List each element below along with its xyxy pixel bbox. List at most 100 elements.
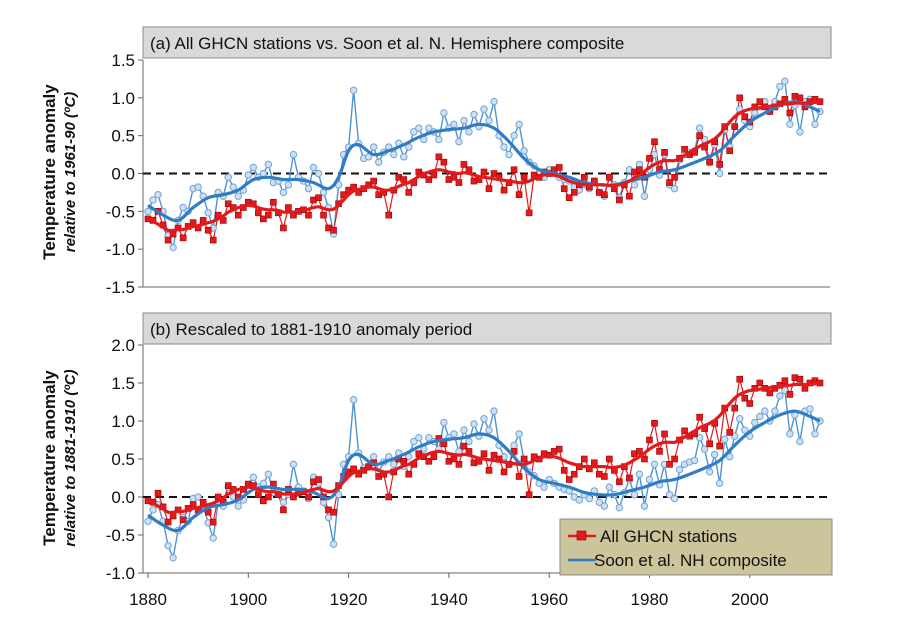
soon-composite-point: [224, 173, 232, 181]
soon-composite-point: [726, 453, 734, 461]
soon-composite-point: [410, 437, 418, 446]
x-tick-label: 1900: [229, 590, 267, 609]
legend-entry-soon: Soon et al. NH composite: [568, 551, 787, 570]
soon-composite-point: [635, 470, 644, 478]
soon-composite-point: [164, 541, 172, 550]
panel-b-y-tick-label: 2.0: [111, 336, 135, 355]
ghcn-point: [209, 236, 217, 244]
panel-b-x-ticks: 1880 1900 1920 1940 1960 1980 2000: [129, 573, 769, 609]
panel-a-y-tick-label: 0.0: [111, 165, 135, 184]
legend: All GHCN stations Soon et al. NH composi…: [559, 518, 833, 576]
soon-composite-point: [781, 77, 789, 85]
ghcn-point: [425, 176, 433, 183]
soon-composite-point: [485, 426, 493, 434]
x-tick-label: 1960: [530, 590, 568, 609]
ghcn-point: [490, 451, 498, 459]
x-tick-label: 1940: [430, 590, 468, 609]
panel-a-y-label-line2: relative to 1961-90 (ºC): [62, 92, 79, 253]
ghcn-point: [796, 94, 804, 102]
soon-composite-point: [630, 181, 639, 189]
soon-composite-point: [415, 434, 423, 442]
soon-composite-point: [440, 418, 448, 427]
panel-a: (a) All GHCN stations vs. Soon et al. N.…: [40, 26, 832, 297]
soon-composite-point: [249, 473, 258, 481]
soon-composite-point: [796, 437, 804, 446]
ghcn-point: [766, 389, 774, 397]
soon-composite-point: [585, 494, 593, 503]
ghcn-point: [570, 189, 578, 196]
soon-composite-point: [154, 190, 162, 199]
soon-composite-point: [480, 415, 488, 423]
ghcn-point: [696, 413, 703, 421]
ghcn-point: [726, 429, 734, 436]
ghcn-point: [560, 185, 568, 192]
soon-composite-point: [665, 491, 674, 499]
soon-composite-point: [600, 502, 609, 510]
soon-composite-point: [194, 493, 202, 501]
panel-b-y-tick-label: -1.0: [106, 564, 135, 583]
ghcn-point: [260, 215, 267, 223]
soon-composite-point: [289, 460, 298, 469]
ghcn-point: [315, 194, 322, 202]
ghcn-point: [716, 161, 723, 168]
ghcn-point: [480, 168, 488, 176]
ghcn-point: [179, 234, 187, 242]
soon-composite-point: [480, 105, 488, 113]
ghcn-point: [455, 179, 463, 186]
ghcn-point: [440, 158, 448, 166]
ghcn-point: [580, 173, 588, 181]
panel-a-y-ticks: 1.5 1.0 0.5 0.0 -0.5 -1.0 -1.5: [106, 51, 143, 297]
soon-composite-point: [806, 405, 814, 413]
ghcn-point: [455, 461, 463, 468]
soon-composite-point: [751, 109, 759, 117]
ghcn-point: [741, 394, 749, 402]
soon-composite-point: [705, 468, 714, 476]
soon-composite-point: [194, 183, 202, 191]
soon-composite-point: [756, 412, 764, 421]
soon-composite-point: [435, 135, 443, 144]
soon-composite-point: [630, 491, 639, 499]
soon-composite-point: [374, 158, 383, 166]
soon-composite-point: [450, 430, 458, 438]
ghcn-point: [425, 457, 433, 465]
ghcn-point: [500, 468, 508, 476]
soon-composite-point: [710, 450, 719, 459]
ghcn-point: [164, 236, 172, 244]
panel-b-y-tick-label: 0.0: [111, 488, 135, 507]
panel-a-y-tick-label: 1.5: [111, 51, 135, 70]
soon-composite-point: [761, 407, 769, 415]
soon-composite-point: [259, 169, 268, 178]
ghcn-point: [435, 153, 443, 161]
ghcn-point: [681, 145, 688, 153]
panel-a-y-tick-label: -0.5: [106, 202, 135, 221]
soon-composite-point: [490, 97, 498, 106]
soon-composite-point: [304, 184, 313, 193]
soon-composite-point: [510, 131, 518, 140]
ghcn-point: [786, 391, 794, 398]
panel-b-y-tick-label: 1.0: [111, 412, 135, 431]
panel-a-plot: [144, 77, 824, 252]
soon-composite-point: [510, 441, 518, 450]
soon-composite-point: [470, 110, 478, 119]
soon-composite-point: [349, 86, 358, 94]
soon-composite-point: [605, 483, 614, 491]
ghcn-point: [681, 427, 688, 435]
soon-composite-point: [650, 150, 659, 159]
soon-composite-point: [415, 124, 423, 132]
soon-composite-point: [324, 513, 333, 522]
soon-composite-point: [695, 124, 704, 132]
soon-composite-point: [720, 435, 729, 443]
ghcn-point: [661, 149, 668, 156]
ghcn-point: [515, 191, 523, 198]
panel-b-y-tick-label: 1.5: [111, 374, 135, 393]
panel-a-title: (a) All GHCN stations vs. Soon et al. N.…: [150, 34, 624, 53]
soon-composite-point: [149, 196, 157, 204]
ghcn-smoothed-line: [147, 381, 821, 515]
panel-b-y-label: Temperature anomaly relative to 1881-191…: [40, 369, 79, 546]
ghcn-point: [405, 189, 413, 196]
soon-composite-point: [390, 150, 398, 159]
ghcn-point: [716, 442, 723, 450]
soon-composite-point: [425, 434, 433, 442]
ghcn-point: [756, 379, 764, 387]
panel-a-y-tick-label: -1.5: [106, 278, 135, 297]
